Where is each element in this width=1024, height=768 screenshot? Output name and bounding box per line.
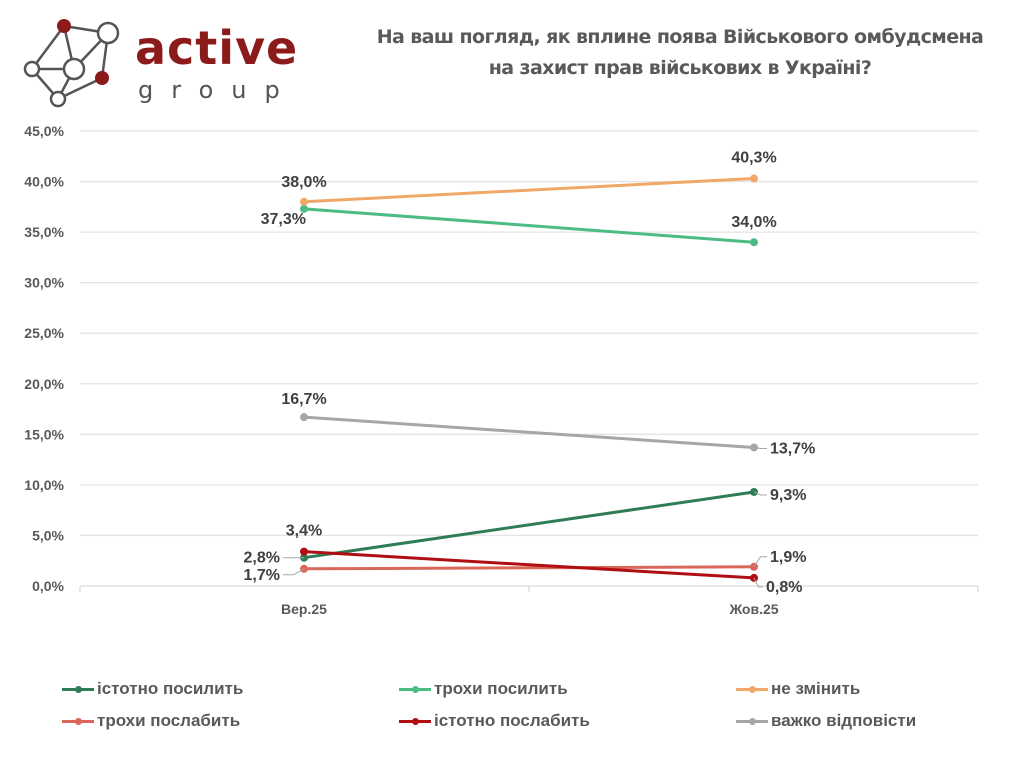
data-label: 34,0% [731,214,776,231]
y-tick-label: 30,0% [24,275,64,291]
legend-label: трохи посилить [434,679,568,698]
data-label: 40,3% [731,150,776,167]
y-tick-label: 0,0% [32,578,64,594]
legend-swatch-icon [62,708,94,734]
legend-item[interactable]: важко відповісти [736,708,916,734]
y-tick-label: 40,0% [24,174,64,190]
legend-item[interactable]: не змінить [736,676,860,702]
data-point [300,413,308,422]
series-line [302,565,756,571]
logo-brand-sub: group [138,76,298,104]
leader-line [283,568,305,576]
data-point [750,238,758,247]
network-nodes-icon: active group [23,19,298,108]
data-label: 2,8% [244,550,280,567]
legend-swatch-icon [399,676,431,702]
x-axis: Вер.25 Жов.25 [79,586,979,617]
legend-label: істотно послабить [434,711,590,730]
chart-title: На ваш погляд, як вплине поява Військово… [300,22,1024,84]
y-tick-label: 20,0% [24,376,64,392]
leader-line [753,556,767,568]
legend-item[interactable]: трохи посилить [399,676,568,702]
data-label: 16,7% [281,391,326,408]
data-labels: 2,8% 9,3% 37,3% 34,0% 38,0% 40,3% 1,7% 1,9% 3,4%… [244,150,816,596]
data-point [750,174,758,183]
gridlines [80,130,978,587]
legend-swatch-icon [62,676,94,702]
legend-label: трохи послабить [97,711,241,730]
legend-swatch-icon [399,708,431,734]
leader-line [753,491,767,496]
line-chart: 0,0% 5,0% 10,0% 15,0% 20,0% 25,0% 30,0% 35,0% 40… [24,123,979,617]
y-tick-label: 45,0% [24,123,64,139]
series-line [302,415,756,449]
series-group [300,174,758,582]
chart-title-line-2: на захист прав військових в Україні? [488,57,872,79]
data-label: 1,7% [244,567,280,584]
series-line [302,177,756,204]
legend-item[interactable]: трохи послабить [62,708,240,734]
data-label: 9,3% [770,487,806,504]
series-line [302,550,756,580]
data-label: 13,7% [770,440,815,457]
data-label: 1,9% [770,549,806,566]
leader-line [753,446,767,449]
data-point [300,204,308,213]
x-tick-label: Вер.25 [281,601,327,617]
logo: active group [20,14,310,109]
legend-swatch-icon [736,708,768,734]
data-label: 0,8% [766,579,802,596]
legend-label: істотно посилить [97,679,244,698]
logo-brand-word: active [135,21,298,75]
y-tick-label: 15,0% [24,426,64,442]
leader-line [753,577,763,588]
y-tick-label: 35,0% [24,224,64,240]
y-tick-label: 10,0% [24,477,64,493]
legend-item[interactable]: істотно посилить [62,676,243,702]
data-point [300,197,308,206]
legend-item[interactable]: істотно послабить [399,708,590,734]
data-label: 3,4% [286,523,322,540]
y-tick-label: 5,0% [32,527,64,543]
legend-label: не змінить [771,679,861,698]
legend-swatch-icon [736,676,768,702]
x-tick-label: Жов.25 [728,601,778,617]
legend-label: важко відповісти [771,711,917,730]
data-label: 38,0% [281,174,326,191]
data-label: 37,3% [261,211,306,228]
y-axis: 0,0% 5,0% 10,0% 15,0% 20,0% 25,0% 30,0% 35,0% 40… [24,123,64,594]
series-line [302,490,756,560]
series-line [302,207,756,244]
legend: істотно посилить трохи посилить не змінить… [0,676,1024,746]
data-point [300,547,308,556]
y-tick-label: 25,0% [24,325,64,341]
chart-title-line-1: На ваш погляд, як вплине поява Військово… [376,26,984,48]
